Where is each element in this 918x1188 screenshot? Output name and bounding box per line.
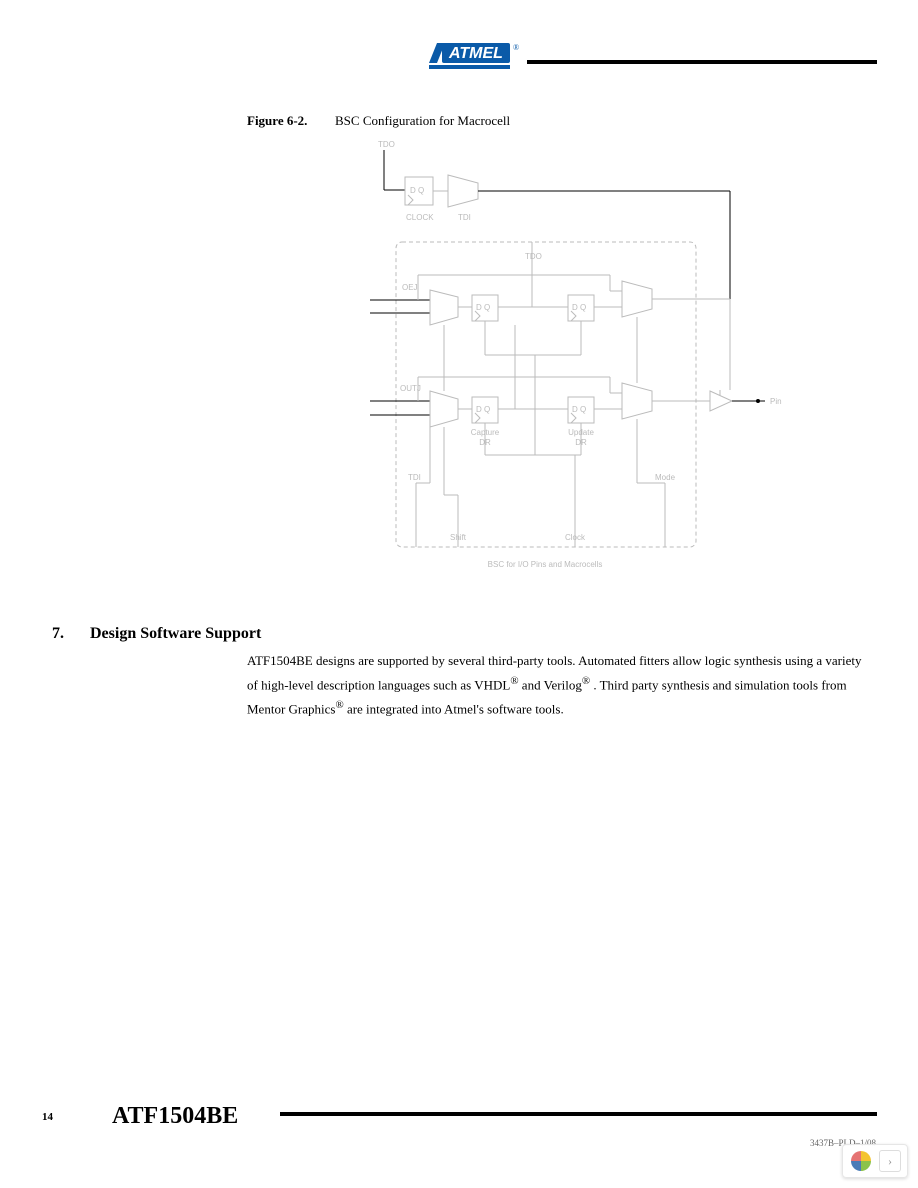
label-oej: OEJ	[402, 283, 418, 292]
svg-text:D Q: D Q	[572, 405, 586, 414]
svg-text:D Q: D Q	[572, 303, 586, 312]
svg-text:®: ®	[513, 43, 519, 52]
label-pin: Pin	[770, 397, 782, 406]
header-rule	[527, 60, 877, 64]
section-number: 7.	[52, 625, 64, 643]
atmel-logo: ATMEL ®	[425, 35, 520, 77]
svg-text:D Q: D Q	[476, 405, 490, 414]
svg-text:D Q: D Q	[476, 303, 490, 312]
diagram-footer: BSC for I/O Pins and Macrocells	[488, 560, 603, 569]
reg-mark: ®	[335, 699, 343, 711]
page-header: ATMEL ®	[0, 30, 918, 80]
label-clock: Clock	[565, 533, 586, 542]
reg-mark: ®	[510, 675, 518, 687]
product-name: ATF1504BE	[112, 1103, 238, 1130]
label-tdi: TDI	[408, 473, 421, 482]
section-title: Design Software Support	[90, 625, 261, 643]
reg-mark: ®	[582, 675, 590, 687]
label-tdo-top: TDO	[378, 140, 395, 149]
label-tdi-top: TDI	[458, 213, 471, 222]
figure-label: Figure 6-2.	[247, 113, 307, 129]
footer-rule	[280, 1112, 877, 1116]
svg-text:ATMEL: ATMEL	[448, 45, 503, 62]
label-clock-top: CLOCK	[406, 213, 434, 222]
label-tdo-inner: TDO	[525, 252, 542, 261]
chevron-right-icon[interactable]: ›	[879, 1150, 901, 1172]
page-footer: 14 ATF1504BE 3437B–PLD–1/08	[0, 1108, 918, 1158]
body-part-3: are integrated into Atmel's software too…	[347, 702, 564, 717]
bsc-diagram: TDO D Q CLOCK TDI TDO OEJ D Q D Q OUTJ	[370, 135, 790, 590]
label-mode: Mode	[655, 473, 676, 482]
figure-caption: BSC Configuration for Macrocell	[335, 113, 510, 129]
body-part-1: and Verilog	[522, 677, 582, 692]
page-number: 14	[42, 1111, 53, 1123]
viewer-widget[interactable]: ›	[842, 1144, 908, 1178]
pinwheel-icon	[849, 1149, 873, 1173]
section-body: ATF1504BE designs are supported by sever…	[247, 650, 867, 720]
svg-text:D Q: D Q	[410, 186, 424, 195]
